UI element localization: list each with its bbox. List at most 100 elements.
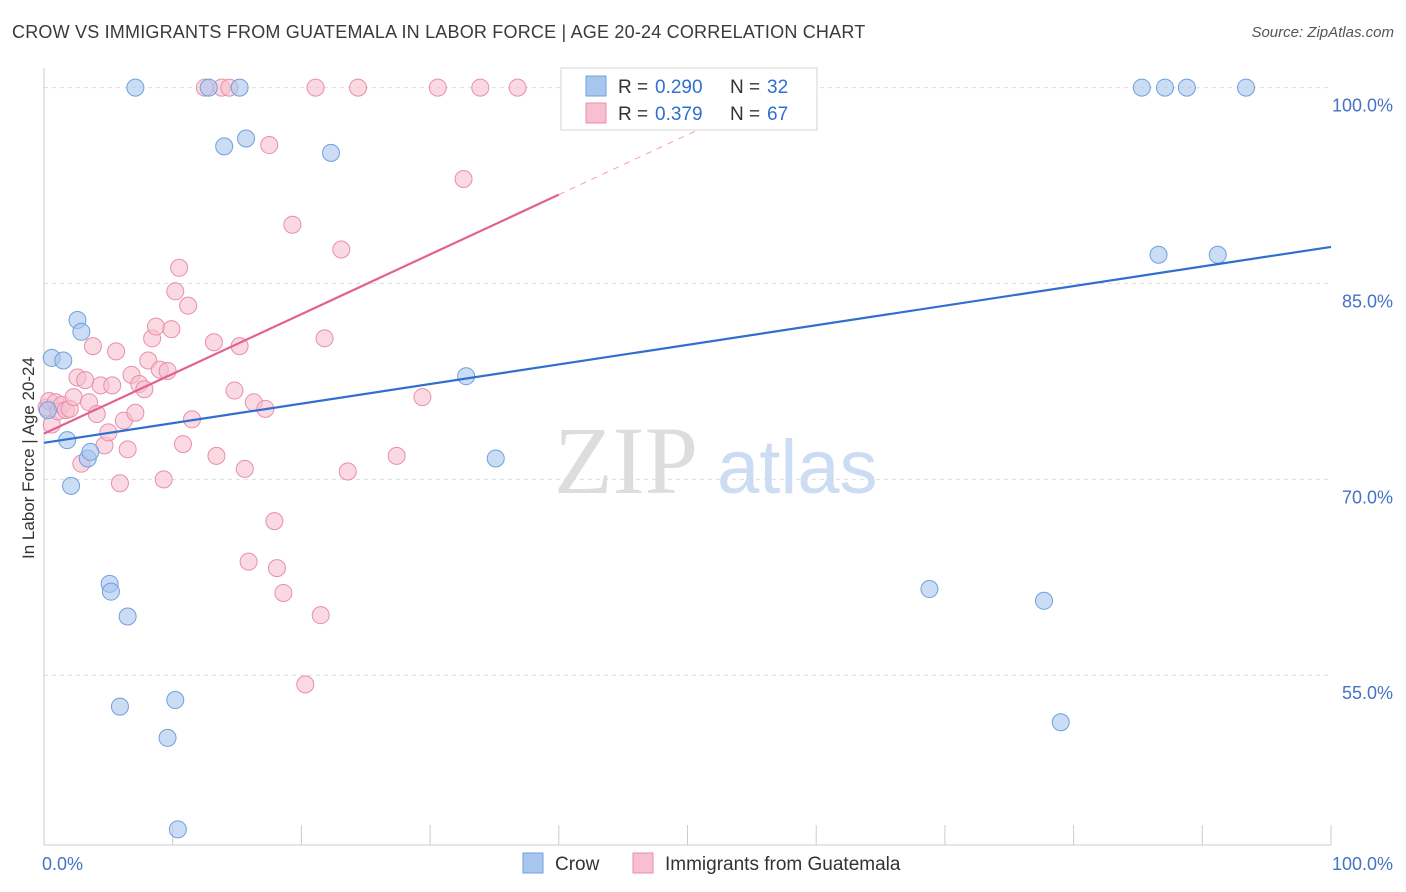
point-guatemala-57 (311, 606, 330, 625)
data-points (37, 78, 1256, 839)
legend-r-label-crow: R = (618, 77, 653, 98)
point-crow-27 (1132, 78, 1151, 97)
point-guatemala-61 (349, 78, 368, 97)
point-guatemala-66 (471, 78, 490, 97)
point-guatemala-24 (126, 403, 145, 422)
point-crow-32 (1237, 78, 1256, 97)
point-crow-13 (126, 78, 145, 97)
point-crow-31 (1208, 245, 1227, 264)
x-tick-label-1: 100.0% (1332, 854, 1393, 874)
point-crow-15 (166, 691, 185, 710)
point-guatemala-53 (274, 583, 293, 602)
point-guatemala-51 (265, 512, 284, 531)
chart-source: Source: ZipAtlas.com (1251, 24, 1394, 41)
point-guatemala-41 (207, 446, 226, 465)
point-guatemala-31 (154, 470, 173, 489)
point-crow-6 (72, 322, 91, 341)
point-guatemala-65 (454, 170, 473, 188)
point-guatemala-34 (166, 282, 185, 301)
point-guatemala-33 (162, 320, 181, 339)
point-crow-17 (199, 78, 218, 97)
point-crow-16 (168, 820, 187, 839)
y-tick-label-1: 85.0% (1342, 291, 1393, 311)
y-axis-title: In Labor Force | Age 20-24 (19, 357, 38, 559)
point-guatemala-56 (306, 78, 325, 97)
point-guatemala-13 (83, 337, 102, 356)
watermark-atlas: atlas (717, 425, 878, 510)
point-guatemala-54 (283, 215, 302, 234)
point-crow-12 (118, 607, 137, 626)
point-guatemala-47 (239, 552, 258, 571)
point-crow-25 (1034, 591, 1053, 610)
watermark: ZIP atlas (554, 407, 878, 514)
point-crow-23 (486, 449, 505, 468)
point-guatemala-44 (225, 381, 244, 400)
point-guatemala-46 (235, 459, 254, 478)
point-guatemala-19 (107, 342, 126, 361)
chart-title: CROW VS IMMIGRANTS FROM GUATEMALA IN LAB… (12, 22, 866, 42)
point-guatemala-64 (428, 78, 447, 97)
y-tick-label-3: 55.0% (1342, 683, 1393, 703)
point-crow-19 (230, 78, 249, 97)
point-crow-18 (215, 137, 234, 156)
trend-line-guatemala (43, 193, 560, 435)
bottom-legend-label-crow: Crow (555, 854, 600, 875)
bottom-legend: Crow Immigrants from Guatemala (522, 852, 901, 875)
point-guatemala-22 (118, 440, 137, 459)
legend-n-label-guatemala: N = (730, 104, 765, 125)
y-tick-label-2: 70.0% (1342, 487, 1393, 507)
legend-n-value-crow: 32 (767, 77, 788, 98)
point-guatemala-37 (179, 296, 198, 315)
point-crow-24 (920, 580, 939, 599)
point-guatemala-36 (173, 435, 192, 454)
trend-line-crow (43, 245, 1332, 444)
axes (43, 68, 1331, 846)
point-crow-2 (54, 351, 73, 370)
legend-r-value-guatemala: 0.379 (655, 104, 703, 125)
legend-swatch-guatemala (585, 102, 607, 124)
point-crow-10 (101, 582, 120, 601)
point-guatemala-55 (296, 675, 315, 694)
point-crow-21 (322, 143, 341, 162)
point-guatemala-60 (338, 462, 357, 481)
point-crow-30 (1177, 78, 1196, 97)
legend-n-label-crow: N = (730, 77, 765, 98)
bottom-legend-label-guatemala: Immigrants from Guatemala (665, 854, 901, 875)
point-crow-29 (1155, 78, 1174, 97)
x-tick-labels: 0.0% 100.0% (42, 854, 1393, 874)
y-tick-labels: 100.0% 85.0% 70.0% 55.0% (1332, 96, 1393, 704)
point-guatemala-50 (260, 136, 279, 155)
legend-swatch-crow (585, 75, 607, 97)
point-guatemala-52 (267, 559, 286, 578)
point-crow-8 (81, 442, 100, 461)
y-tick-label-0: 100.0% (1332, 96, 1393, 116)
point-guatemala-62 (387, 446, 406, 465)
bottom-legend-swatch-crow (522, 852, 544, 874)
point-guatemala-8 (64, 388, 83, 407)
trend-lines (43, 92, 1332, 444)
point-crow-4 (62, 476, 81, 495)
point-guatemala-11 (76, 371, 95, 390)
point-crow-20 (237, 129, 256, 148)
x-tick-label-0: 0.0% (42, 854, 83, 874)
point-guatemala-20 (110, 474, 129, 493)
legend-r-value-crow: 0.290 (655, 77, 703, 98)
point-guatemala-29 (146, 317, 165, 336)
bottom-legend-swatch-guatemala (632, 852, 654, 874)
point-crow-22 (457, 367, 476, 386)
legend-n-value-guatemala: 67 (767, 104, 788, 125)
top-legend: R = 0.290 N = 32 R = 0.379 N = 67 (560, 67, 818, 131)
point-crow-28 (1149, 245, 1168, 264)
point-guatemala-18 (103, 376, 122, 395)
point-guatemala-40 (204, 333, 223, 352)
point-crow-0 (38, 401, 57, 420)
point-guatemala-63 (413, 388, 432, 407)
point-crow-11 (110, 697, 129, 716)
point-guatemala-59 (332, 240, 351, 259)
point-guatemala-67 (508, 78, 527, 97)
trend-line-extension-guatemala (558, 92, 778, 196)
watermark-zip: ZIP (554, 407, 698, 514)
point-guatemala-58 (315, 329, 334, 348)
legend-r-label-guatemala: R = (618, 104, 653, 125)
